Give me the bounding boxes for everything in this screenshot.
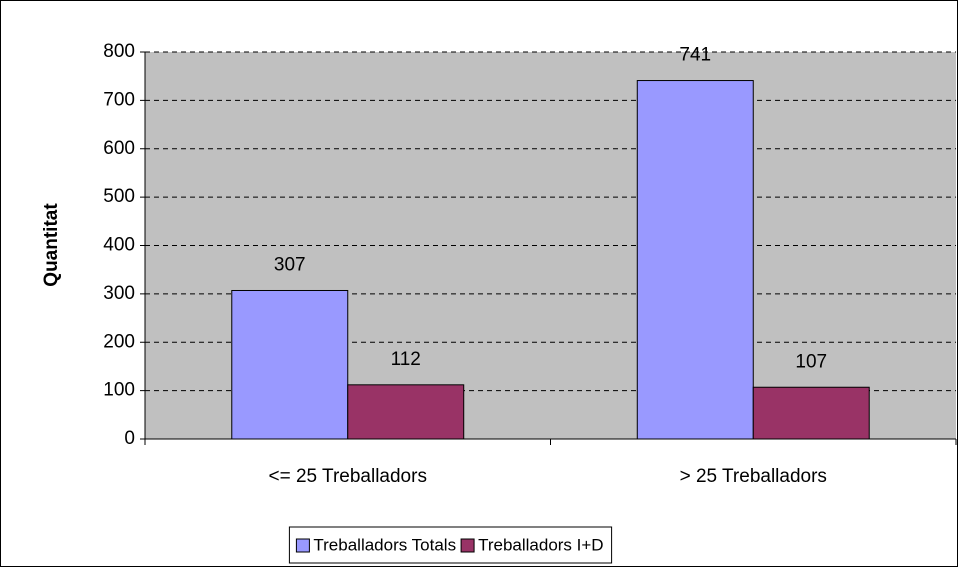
legend-label: Treballadors I+D xyxy=(478,535,604,554)
bar xyxy=(347,384,465,440)
x-tick-label: > 25 Treballadors xyxy=(680,466,827,487)
legend-swatch xyxy=(295,538,310,553)
y-axis-label: Quantitat xyxy=(41,203,62,287)
data-label: 112 xyxy=(391,349,421,370)
y-tick-label: 0 xyxy=(124,428,135,449)
data-label: 107 xyxy=(795,351,827,372)
y-tick-label: 400 xyxy=(103,235,135,256)
y-tick-label: 100 xyxy=(103,380,135,401)
y-tick-label: 500 xyxy=(103,186,135,207)
y-tick-label: 800 xyxy=(103,41,135,62)
y-tick-label: 700 xyxy=(103,89,135,110)
legend-box xyxy=(288,526,613,564)
legend-label: Treballadors Totals xyxy=(313,535,456,554)
data-label: 307 xyxy=(274,255,306,276)
bar xyxy=(231,289,349,440)
bar xyxy=(752,386,870,440)
bar xyxy=(636,80,754,440)
legend-swatch xyxy=(460,538,475,553)
y-tick-label: 600 xyxy=(103,138,135,159)
y-tick-label: 300 xyxy=(103,283,135,304)
legend: Treballadors Totals Treballadors I+D xyxy=(288,526,613,564)
y-tick-label: 200 xyxy=(103,331,135,352)
data-label: 741 xyxy=(679,45,711,66)
x-tick-label: <= 25 Treballadors xyxy=(269,466,427,487)
